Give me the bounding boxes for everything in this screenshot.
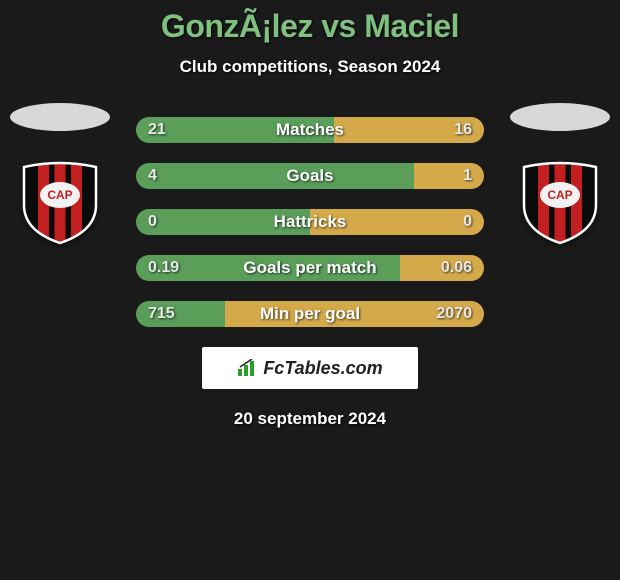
svg-text:CAP: CAP [547, 188, 572, 202]
stat-value-right: 0.06 [441, 255, 472, 281]
stat-value-right: 1 [463, 163, 472, 189]
stat-label: Goals [136, 163, 484, 189]
page-title: GonzÃ¡lez vs Maciel [0, 8, 620, 45]
player-right-block: CAP [510, 103, 610, 249]
stat-row: Goals4 1 [136, 163, 484, 189]
player-left-avatar-placeholder [10, 103, 110, 131]
stat-value-left: 21 [148, 117, 166, 143]
stat-value-left: 0.19 [148, 255, 179, 281]
comparison-main: CAP CAP [0, 117, 620, 429]
stat-row: Goals per match0.19 0.06 [136, 255, 484, 281]
stat-value-left: 0 [148, 209, 157, 235]
stat-label: Matches [136, 117, 484, 143]
branding-box: FcTables.com [202, 347, 418, 389]
stat-bars: Matches21 16 Goals4 1 Hattricks0 0 Goals per m… [136, 117, 484, 327]
stat-value-right: 0 [463, 209, 472, 235]
club-crest-left: CAP [10, 161, 110, 249]
date-text: 20 september 2024 [0, 409, 620, 429]
stat-value-right: 16 [454, 117, 472, 143]
stat-value-left: 715 [148, 301, 175, 327]
stat-row: Min per goal715 2070 [136, 301, 484, 327]
branding-text: FcTables.com [263, 358, 382, 379]
shield-icon: CAP [20, 161, 100, 245]
player-left-block: CAP [10, 103, 110, 249]
stat-row: Hattricks0 0 [136, 209, 484, 235]
stat-value-right: 2070 [436, 301, 472, 327]
svg-text:CAP: CAP [47, 188, 72, 202]
shield-icon: CAP [520, 161, 600, 245]
player-right-avatar-placeholder [510, 103, 610, 131]
stat-label: Hattricks [136, 209, 484, 235]
bar-chart-icon [237, 359, 259, 377]
stat-row: Matches21 16 [136, 117, 484, 143]
header: GonzÃ¡lez vs Maciel Club competitions, S… [0, 0, 620, 77]
stat-value-left: 4 [148, 163, 157, 189]
stat-label: Goals per match [136, 255, 484, 281]
subtitle: Club competitions, Season 2024 [0, 57, 620, 77]
club-crest-right: CAP [510, 161, 610, 249]
stat-label: Min per goal [136, 301, 484, 327]
